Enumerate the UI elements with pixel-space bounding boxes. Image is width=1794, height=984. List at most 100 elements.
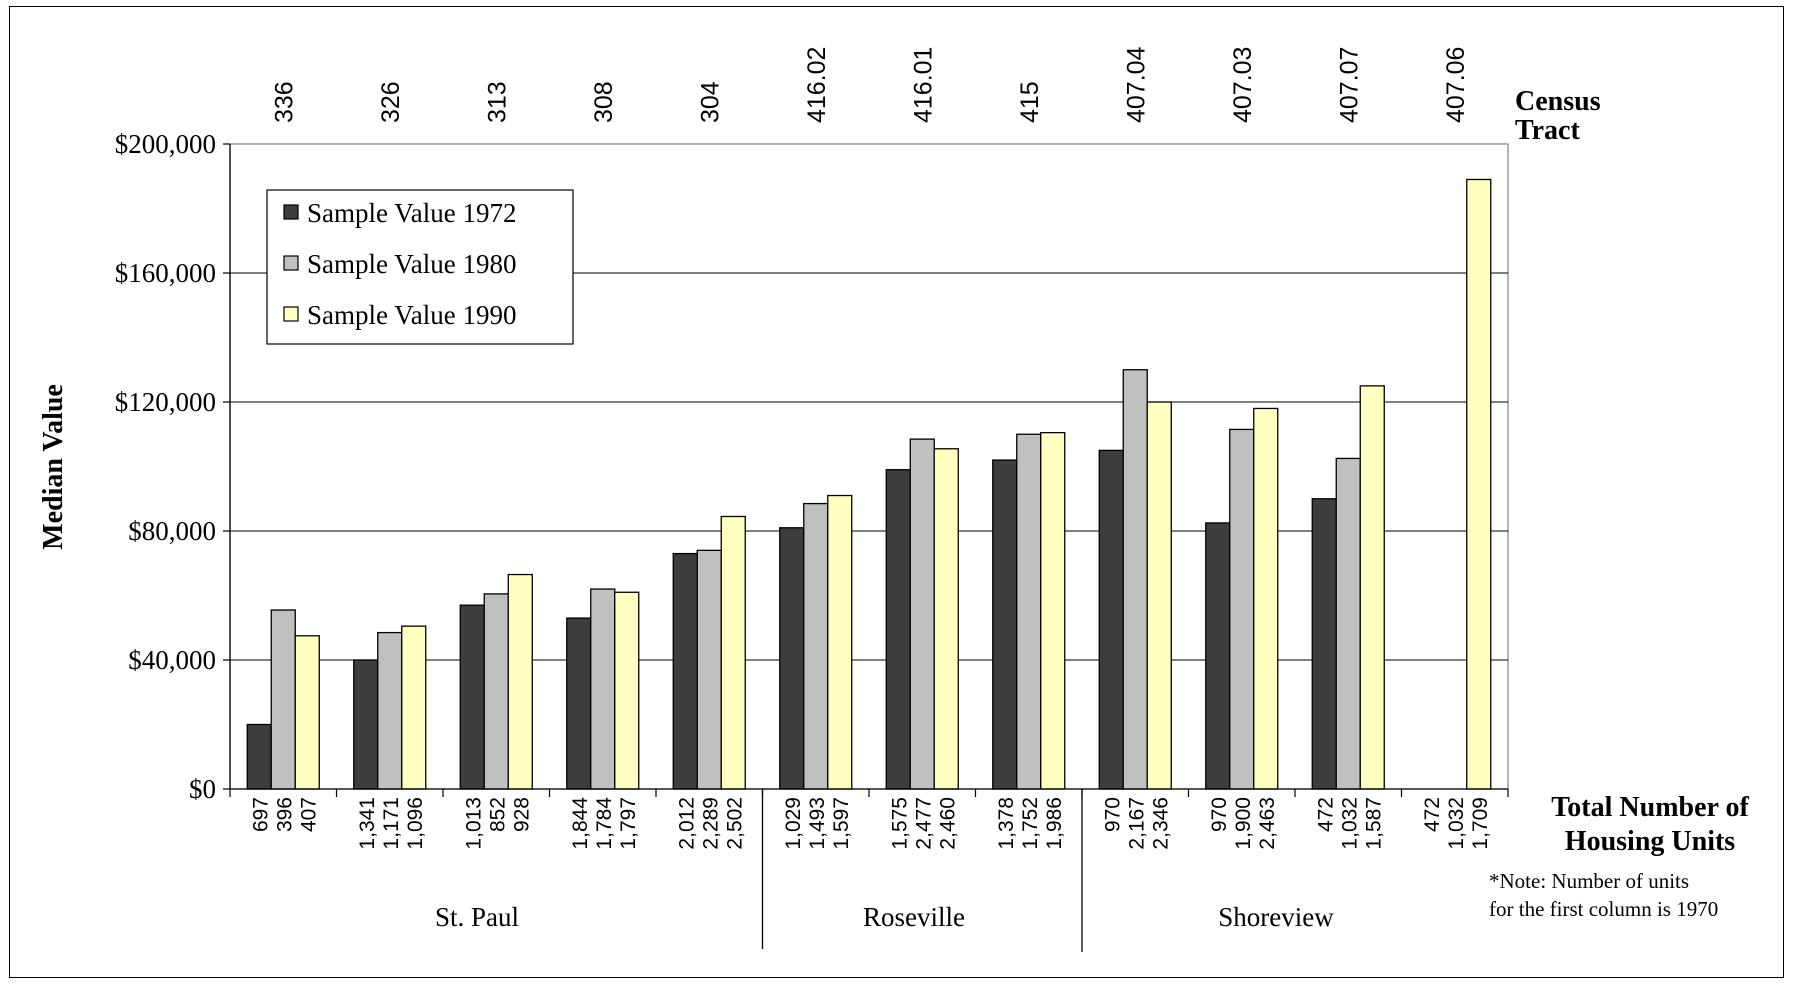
housing-units-label: 472: [1421, 797, 1444, 832]
housing-units-label: 1,575: [888, 797, 911, 850]
housing-units-label: 1,013: [462, 797, 485, 850]
bar: [885, 469, 911, 790]
housing-units-label: 1,844: [569, 797, 592, 850]
housing-units-label: 1,752: [1019, 797, 1042, 850]
legend-label: Sample Value 1980: [307, 249, 516, 279]
bar: [720, 515, 746, 790]
census-tract-label: 415: [1016, 81, 1044, 123]
area-group-label: St. Paul: [435, 902, 519, 932]
note-line2: for the first column is 1970: [1489, 897, 1718, 921]
housing-units-label: 852: [486, 797, 509, 832]
census-tract-label: 326: [377, 81, 405, 123]
bar: [483, 593, 509, 790]
census-tract-label: 336: [270, 81, 298, 123]
bar: [1122, 369, 1148, 790]
top-axis-title-line2: Tract: [1515, 115, 1580, 146]
housing-units-label: 1,797: [617, 797, 640, 850]
housing-units-label: 1,032: [1338, 797, 1361, 850]
bar: [377, 631, 403, 790]
census-tract-label: 407.03: [1229, 47, 1257, 123]
housing-units-label: 407: [297, 797, 320, 832]
housing-units-label: 2,477: [912, 797, 935, 850]
census-tract-label: 416.02: [803, 47, 831, 123]
housing-units-label: 1,029: [782, 797, 805, 850]
census-tract-label: 313: [483, 81, 511, 123]
census-tract-label: 407.07: [1335, 47, 1363, 123]
legend-box: [266, 189, 574, 345]
housing-units-label: 1,493: [806, 797, 829, 850]
housing-units-label: 2,502: [723, 797, 746, 850]
legend-swatch: [283, 306, 299, 322]
y-tick-label: $80,000: [128, 516, 216, 546]
housing-units-label: 1,784: [593, 797, 616, 850]
legend-label: Sample Value 1990: [307, 300, 516, 330]
census-tract-label: 416.01: [909, 47, 937, 123]
housing-units-label: 1,709: [1469, 797, 1492, 850]
bar: [1205, 522, 1231, 790]
bar: [803, 502, 829, 790]
bottom-axis-title-line2: Housing Units: [1565, 826, 1735, 857]
housing-units-label: 1,378: [995, 797, 1018, 850]
housing-units-label: 472: [1314, 797, 1337, 832]
housing-units-label: 396: [273, 797, 296, 832]
y-tick-label: $0: [189, 774, 216, 804]
y-axis-title: Median Value: [38, 384, 69, 550]
bar: [1335, 457, 1361, 790]
legend: Sample Value 1972 Sample Value 1980 Sample…: [266, 189, 574, 345]
legend-label: Sample Value 1972: [307, 198, 516, 228]
bar: [672, 552, 698, 790]
legend-swatch: [283, 255, 299, 271]
y-tick-label: $160,000: [115, 258, 216, 288]
bar: [1016, 433, 1042, 790]
bar: [1040, 431, 1066, 790]
bar: [353, 659, 379, 790]
census-tract-label: 304: [696, 81, 724, 123]
bar: [1466, 178, 1492, 790]
bar: [459, 604, 485, 790]
bar: [294, 635, 320, 790]
housing-units-label: 1,986: [1043, 797, 1066, 850]
bar: [401, 625, 427, 790]
housing-units-label: 1,171: [380, 797, 403, 850]
bar: [507, 573, 533, 790]
bar: [1253, 407, 1279, 790]
housing-units-label: 970: [1208, 797, 1231, 832]
note-line1: *Note: Number of units: [1489, 869, 1689, 893]
housing-units-label: 1,597: [830, 797, 853, 850]
area-group-label: Shoreview: [1218, 902, 1334, 932]
bar: [1311, 498, 1337, 790]
legend-swatch: [283, 204, 299, 220]
housing-units-label: 2,012: [675, 797, 698, 850]
housing-units-label: 1,032: [1445, 797, 1468, 850]
housing-units-label: 1,341: [356, 797, 379, 850]
y-tick-label: $40,000: [128, 645, 216, 675]
housing-units-label: 2,289: [699, 797, 722, 850]
housing-units-label: 2,346: [1149, 797, 1172, 850]
y-tick-label: $120,000: [115, 387, 216, 417]
housing-units-label: 1,587: [1362, 797, 1385, 850]
bar: [827, 494, 853, 790]
housing-units-label: 970: [1101, 797, 1124, 832]
housing-units-label: 2,460: [936, 797, 959, 850]
bar: [590, 588, 616, 790]
census-tract-label: 407.06: [1442, 47, 1470, 123]
housing-units-label: 1,096: [404, 797, 427, 850]
bar: [779, 527, 805, 790]
bottom-axis-title-line1: Total Number of: [1551, 792, 1749, 823]
bar: [1146, 401, 1172, 790]
top-axis-title-line1: Census: [1515, 86, 1601, 117]
bar: [246, 723, 272, 790]
bar: [933, 448, 959, 790]
bar: [270, 609, 296, 790]
bar: [1229, 428, 1255, 790]
housing-units-label: 2,167: [1125, 797, 1148, 850]
census-tract-label: 407.04: [1122, 46, 1150, 123]
bar: [1098, 449, 1124, 790]
bar: [1359, 385, 1385, 790]
y-tick-label: $200,000: [115, 129, 216, 159]
area-group-label: Roseville: [863, 902, 965, 932]
census-tract-label: 308: [590, 81, 618, 123]
housing-units-label: 697: [249, 797, 272, 832]
housing-units-label: 2,463: [1256, 797, 1279, 850]
